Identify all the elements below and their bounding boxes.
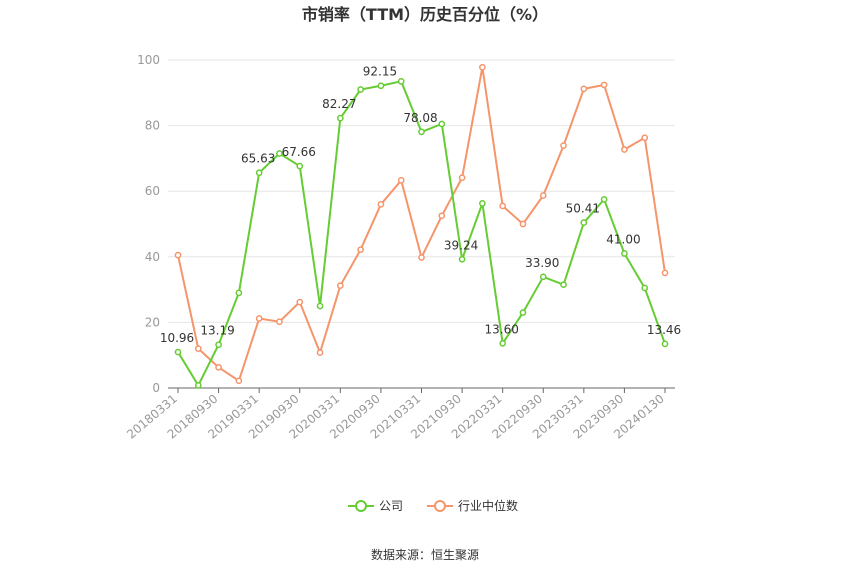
data-point-7 xyxy=(316,302,324,310)
data-point-24 xyxy=(661,340,669,348)
data-label-16: 13.60 xyxy=(484,322,518,336)
y-tick-label-0: 0 xyxy=(152,381,160,395)
data-point-13 xyxy=(438,120,446,128)
series-line-公司 xyxy=(177,80,666,388)
data-point-3 xyxy=(235,289,243,297)
data-point-17 xyxy=(519,309,527,316)
y-axis: 0 20 40 60 80 100 xyxy=(137,53,160,395)
source-note: 数据来源：恒生聚源 xyxy=(371,547,479,562)
y-tick-label-80: 80 xyxy=(145,119,160,133)
data-point-2 xyxy=(215,341,222,349)
data-point-23 xyxy=(641,134,649,142)
data-point-15 xyxy=(479,63,486,71)
series-group xyxy=(174,63,669,389)
data-point-20 xyxy=(580,85,588,93)
data-label-22: 41.00 xyxy=(606,233,640,247)
data-point-5 xyxy=(276,150,283,157)
legend-marker xyxy=(355,500,367,512)
data-point-13 xyxy=(438,212,446,220)
data-label-10: 92.15 xyxy=(363,65,397,79)
x-axis: 2018033120180930201903312019093020200331… xyxy=(124,387,675,442)
data-label-2: 13.19 xyxy=(200,324,234,338)
data-point-16 xyxy=(499,340,507,347)
data-point-19 xyxy=(560,281,567,289)
data-label-18: 33.90 xyxy=(525,256,559,270)
data-point-6 xyxy=(296,298,304,306)
y-tick-label-100: 100 xyxy=(137,53,160,67)
data-point-4 xyxy=(255,315,263,322)
y-tick-label-20: 20 xyxy=(145,315,160,329)
data-label-20: 50.41 xyxy=(566,202,600,216)
data-point-2 xyxy=(215,363,222,371)
data-point-0 xyxy=(174,251,182,259)
y-tick-label-40: 40 xyxy=(145,250,160,264)
data-label-8: 82.27 xyxy=(322,97,356,111)
data-point-9 xyxy=(357,86,364,93)
data-point-19 xyxy=(560,142,567,149)
data-label-24: 13.46 xyxy=(647,323,681,337)
data-point-14 xyxy=(458,255,466,263)
legend-label: 公司 xyxy=(379,499,403,513)
gridlines xyxy=(168,59,675,323)
data-point-10 xyxy=(377,200,385,208)
data-point-5 xyxy=(276,318,283,326)
legend-item-行业中位数[interactable]: 行业中位数 xyxy=(427,498,518,513)
data-label-4: 65.63 xyxy=(241,152,275,166)
data-label-12: 78.08 xyxy=(403,111,437,125)
data-label-6: 67.66 xyxy=(282,145,316,159)
data-point-22 xyxy=(621,146,628,153)
data-point-16 xyxy=(499,202,507,210)
data-point-8 xyxy=(336,282,344,290)
data-labels: 10.96 13.19 65.63 67.66 82.27 92.15 78.08 39.24… xyxy=(160,65,681,345)
data-point-21 xyxy=(600,196,608,203)
legend-marker xyxy=(434,500,446,512)
series-行业中位数 xyxy=(174,63,669,385)
data-point-12 xyxy=(418,128,425,136)
data-point-21 xyxy=(600,81,608,89)
data-label-14: 39.24 xyxy=(444,238,478,252)
data-point-11 xyxy=(397,177,405,184)
data-point-23 xyxy=(641,284,649,292)
data-point-8 xyxy=(336,114,344,122)
legend-item-公司[interactable]: 公司 xyxy=(348,499,403,513)
data-point-10 xyxy=(377,82,385,90)
chart-title: 市销率（TTM）历史百分位（%） xyxy=(302,5,548,24)
data-point-3 xyxy=(235,377,243,385)
data-point-9 xyxy=(357,246,364,253)
data-point-7 xyxy=(316,349,324,356)
legend-label: 行业中位数 xyxy=(458,498,518,513)
data-point-18 xyxy=(539,273,547,281)
data-point-22 xyxy=(621,250,628,257)
data-label-0: 10.96 xyxy=(160,331,194,345)
data-point-1 xyxy=(194,382,202,389)
data-point-11 xyxy=(397,77,405,85)
data-point-1 xyxy=(194,345,202,352)
data-point-20 xyxy=(580,219,588,227)
data-point-0 xyxy=(174,348,182,356)
data-point-15 xyxy=(479,199,486,207)
data-point-17 xyxy=(519,220,527,228)
data-point-6 xyxy=(296,162,304,170)
data-point-18 xyxy=(539,192,547,199)
data-point-4 xyxy=(255,169,263,177)
data-point-14 xyxy=(458,174,466,182)
data-point-12 xyxy=(418,254,425,261)
y-tick-label-60: 60 xyxy=(145,184,160,198)
data-point-24 xyxy=(661,269,669,277)
legend[interactable]: 公司 行业中位数 xyxy=(348,498,518,513)
series-公司 xyxy=(174,77,669,389)
